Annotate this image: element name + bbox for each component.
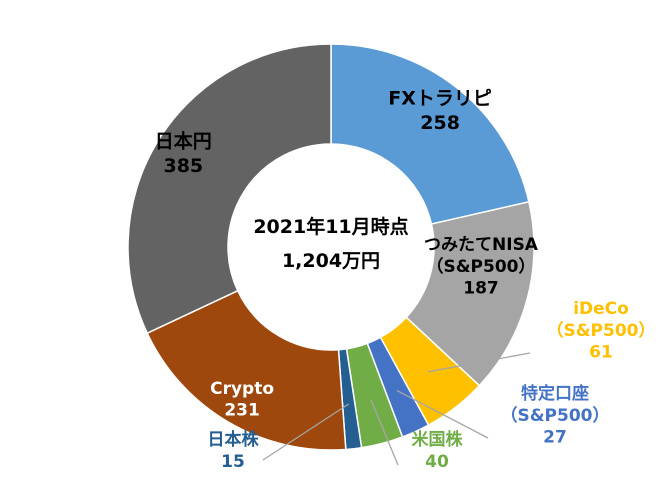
slice-name: つみたてNISA: [424, 235, 539, 255]
slice-name: 米国株: [412, 429, 464, 450]
slice-label-4: 特定口座（S&P500） 27: [500, 383, 609, 448]
slice-7: [146, 289, 347, 451]
slice-label-6: 日本株 15: [208, 429, 260, 472]
slice-value: 27: [543, 428, 567, 448]
leader-line-3: [427, 352, 531, 373]
slice-name: 日本円: [155, 130, 212, 153]
slice-value: 40: [425, 452, 449, 472]
slice-value: 61: [589, 343, 613, 363]
slice-label-8: 日本円 385: [155, 130, 212, 177]
slice-value: 231: [224, 401, 260, 421]
slice-label-7: Crypto 231: [210, 379, 274, 421]
leader-line-5: [370, 399, 399, 466]
leader-line-4: [396, 390, 489, 439]
slice-label-1: FXトラリピ 258: [388, 88, 492, 134]
slice-8: [127, 43, 332, 335]
slice-value: 385: [163, 155, 203, 177]
slice-1: [330, 43, 530, 225]
donut-slices: [127, 43, 535, 451]
leader-lines: [262, 352, 531, 466]
center-date-label: 2021年11月時点: [253, 215, 408, 238]
center-total-label: 1,204万円: [282, 250, 380, 272]
slice-name: 特定口座: [521, 383, 589, 404]
slice-2: [405, 200, 535, 387]
slice-name: iDeCo: [573, 299, 629, 319]
slice-name: Crypto: [210, 379, 274, 399]
leader-line-6: [262, 403, 350, 461]
slice-label-3: iDeCo （S&P500） 61: [546, 299, 655, 363]
slice-value: 15: [221, 452, 245, 472]
slice-name: （S&P500）: [426, 256, 535, 277]
slice-label-2: つみたてNISA （S&P500） 187: [424, 235, 539, 299]
slice-name: 日本株: [208, 429, 260, 450]
slice-value: 187: [463, 279, 499, 299]
slice-name: （S&P500）: [500, 405, 609, 426]
slice-name: FXトラリピ: [388, 88, 492, 110]
slice-label-5: 米国株 40: [412, 429, 464, 472]
slice-value: 258: [420, 112, 460, 134]
slice-name: （S&P500）: [546, 320, 655, 341]
center-label: 2021年11月時点 1,204万円: [253, 215, 408, 272]
